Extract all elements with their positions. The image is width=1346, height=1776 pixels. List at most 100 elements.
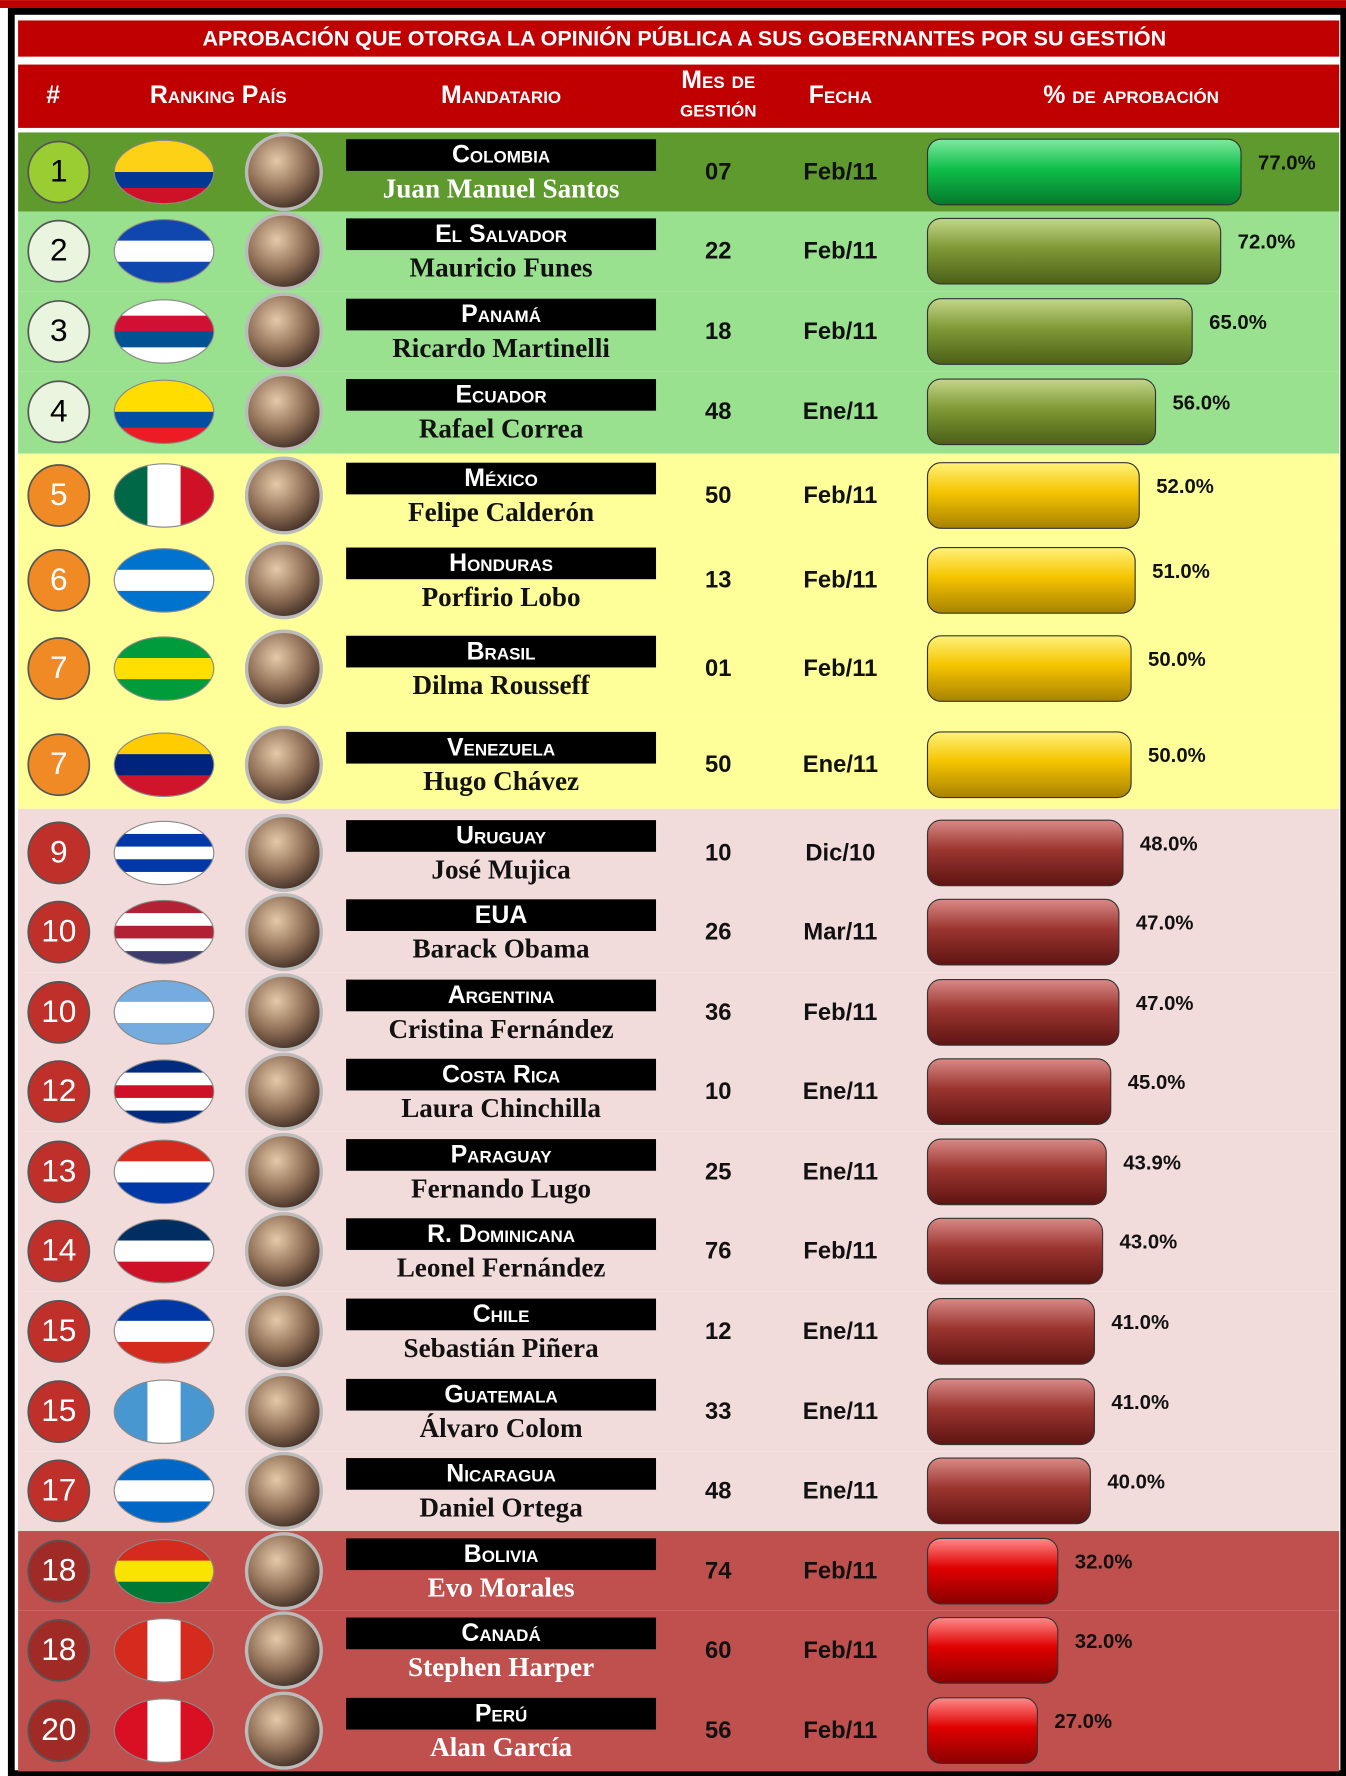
date: Ene/11 <box>803 1398 878 1425</box>
leader-photo <box>247 1693 322 1768</box>
row-background <box>18 1611 1339 1691</box>
flag <box>114 900 214 964</box>
flag-stripe <box>114 1073 214 1086</box>
approval-label: 41.0% <box>1111 1392 1169 1414</box>
rank: 1 <box>50 153 68 189</box>
ranking-page: APROBACIÓN QUE OTORGA LA OPINIÓN PÚBLICA… <box>0 0 1346 1776</box>
flag <box>114 821 214 885</box>
approval-bar <box>927 1458 1090 1524</box>
leader: Mauricio Funes <box>410 253 593 283</box>
leader-photo <box>247 458 322 533</box>
rank: 9 <box>50 833 68 869</box>
approval-label: 27.0% <box>1054 1711 1112 1733</box>
date: Ene/11 <box>803 1158 878 1185</box>
approval-label: 43.0% <box>1120 1232 1178 1254</box>
flag-stripe <box>114 1561 214 1583</box>
leader: Hugo Chávez <box>423 766 579 796</box>
leader-photo <box>247 1294 322 1369</box>
flag-stripe <box>114 332 214 348</box>
col-header: % de aprobación <box>1043 81 1219 109</box>
months: 50 <box>705 482 731 509</box>
months: 50 <box>705 751 731 778</box>
leader-photo <box>247 1613 322 1688</box>
approval-bar <box>927 218 1220 284</box>
approval-bar <box>927 139 1241 205</box>
flag-stripe <box>147 1699 181 1762</box>
approval-label: 77.0% <box>1258 152 1316 174</box>
rank: 17 <box>41 1471 76 1507</box>
leader: Juan Manuel Santos <box>383 173 620 203</box>
row-background <box>18 454 1339 538</box>
row-background <box>18 1691 1339 1772</box>
country: Uruguay <box>456 822 547 850</box>
flag-stripe <box>114 926 214 939</box>
flag-stripe <box>114 172 214 188</box>
approval-bar <box>927 1698 1037 1764</box>
rank: 7 <box>50 745 68 781</box>
country: Costa Rica <box>442 1060 560 1088</box>
approval-bar <box>927 1299 1094 1365</box>
country: Chile <box>473 1300 530 1328</box>
months: 48 <box>705 1477 731 1504</box>
flag <box>114 733 214 797</box>
leader: Daniel Ortega <box>419 1492 583 1522</box>
months: 22 <box>705 238 731 265</box>
months: 25 <box>705 1158 731 1185</box>
leader-photo <box>247 543 322 618</box>
leader: Cristina Fernández <box>388 1014 613 1044</box>
flag <box>114 1140 214 1204</box>
date: Dic/10 <box>805 839 875 866</box>
flag <box>114 549 214 613</box>
leader: Barack Obama <box>413 934 591 964</box>
leader: Felipe Calderón <box>408 497 594 527</box>
months: 10 <box>705 839 731 866</box>
flag-stripe <box>114 156 214 172</box>
flag <box>114 220 214 284</box>
approval-bar <box>927 1218 1102 1284</box>
leader-photo <box>247 1214 322 1289</box>
rank: 10 <box>41 993 76 1029</box>
date: Feb/11 <box>803 318 877 345</box>
months: 33 <box>705 1398 731 1425</box>
flag <box>114 1459 214 1523</box>
months: 13 <box>705 567 731 594</box>
col-header: # <box>46 81 60 109</box>
country: Paraguay <box>451 1141 553 1169</box>
row-background <box>18 717 1339 809</box>
approval-label: 50.0% <box>1148 745 1206 767</box>
months: 07 <box>705 158 731 185</box>
date: Feb/11 <box>803 1558 877 1585</box>
months: 12 <box>705 1318 731 1345</box>
leader: Ricardo Martinelli <box>392 333 610 363</box>
approval-label: 32.0% <box>1075 1631 1133 1653</box>
approval-label: 50.0% <box>1148 649 1206 671</box>
approval-label: 47.0% <box>1136 993 1194 1015</box>
flag-stripe <box>114 658 214 680</box>
rank: 13 <box>41 1152 76 1188</box>
leader: Fernando Lugo <box>411 1173 591 1203</box>
approval-label: 56.0% <box>1172 392 1230 414</box>
country: Nicaragua <box>446 1460 556 1488</box>
country: Brasil <box>467 637 536 665</box>
flag-stripe <box>147 1380 181 1443</box>
country: Venezuela <box>447 733 555 761</box>
approval-bar <box>927 1538 1057 1604</box>
flag-stripe <box>114 913 214 926</box>
months: 01 <box>705 655 731 682</box>
approval-label: 41.0% <box>1111 1312 1169 1334</box>
rank: 15 <box>41 1312 76 1348</box>
leader-photo <box>247 895 322 970</box>
months: 10 <box>705 1078 731 1105</box>
leader-photo <box>247 135 322 210</box>
leader-photo <box>247 1454 322 1529</box>
flag <box>114 1060 214 1124</box>
date: Feb/11 <box>803 1237 877 1264</box>
months: 26 <box>705 919 731 946</box>
months: 56 <box>705 1717 731 1744</box>
country: Perú <box>475 1699 527 1727</box>
country: R. Dominicana <box>427 1220 575 1248</box>
country: México <box>464 464 538 492</box>
date: Feb/11 <box>803 655 877 682</box>
country: Canadá <box>461 1619 540 1647</box>
leader: Rafael Correa <box>419 413 584 443</box>
